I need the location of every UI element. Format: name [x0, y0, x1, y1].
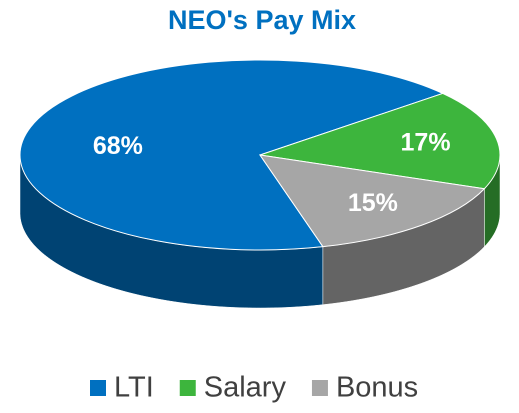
legend-swatch	[179, 380, 196, 396]
legend-swatch	[90, 380, 106, 396]
legend-swatch	[311, 380, 328, 396]
legend-label: Salary	[204, 372, 287, 404]
slice	[259, 92, 501, 190]
data-label: 17%	[401, 128, 451, 156]
data-label: 15%	[348, 189, 398, 217]
legend-label: LTI	[114, 372, 154, 404]
slice	[19, 59, 445, 251]
slice	[258, 154, 486, 248]
chart-title: NEO's Pay Mix	[168, 5, 356, 35]
legend-label: Bonus	[336, 372, 418, 404]
data-label: 68%	[93, 132, 143, 160]
